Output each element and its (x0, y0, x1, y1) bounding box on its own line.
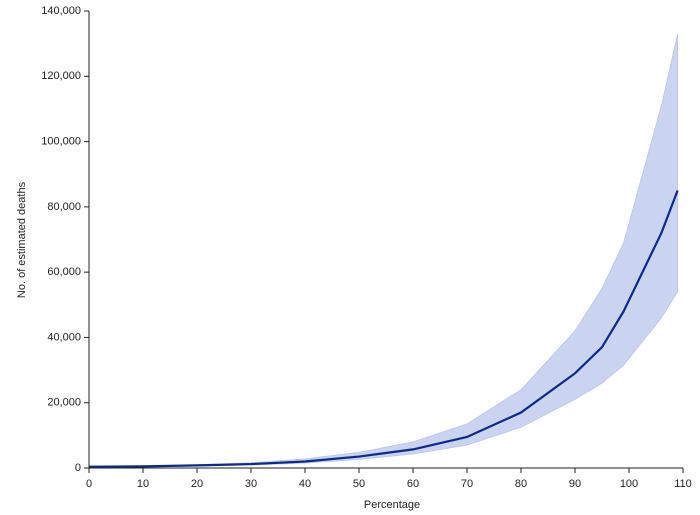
x-tick-label: 100 (620, 478, 638, 490)
confidence-band (88, 33, 678, 468)
y-tick-label: 0 (75, 462, 81, 474)
y-tick-label: 40,000 (47, 331, 81, 343)
x-tick-label: 90 (569, 478, 581, 490)
line (88, 190, 679, 468)
x-tick-label: 80 (515, 478, 527, 490)
x-tick-label: 0 (86, 478, 92, 490)
y-tick-label: 120,000 (41, 70, 81, 82)
x-tick-label: 60 (407, 478, 419, 490)
x-tick-label: 40 (299, 478, 311, 490)
x-tick-label: 20 (191, 478, 203, 490)
y-tick-label: 80,000 (47, 201, 81, 213)
x-tick-label: 50 (353, 478, 365, 490)
x-tick-label: 110 (674, 478, 692, 490)
y-tick-label: 60,000 (47, 266, 81, 278)
y-tick-label: 100,000 (41, 135, 81, 147)
y-tick-label: 20,000 (47, 397, 81, 409)
x-tick-label: 10 (137, 478, 149, 490)
y-axis-label: No. of estimated deaths (16, 181, 28, 298)
x-tick-label: 30 (245, 478, 257, 490)
x-axis-label: Percentage (364, 499, 420, 511)
y-tick-label: 140,000 (41, 5, 81, 17)
x-tick-label: 70 (461, 478, 473, 490)
